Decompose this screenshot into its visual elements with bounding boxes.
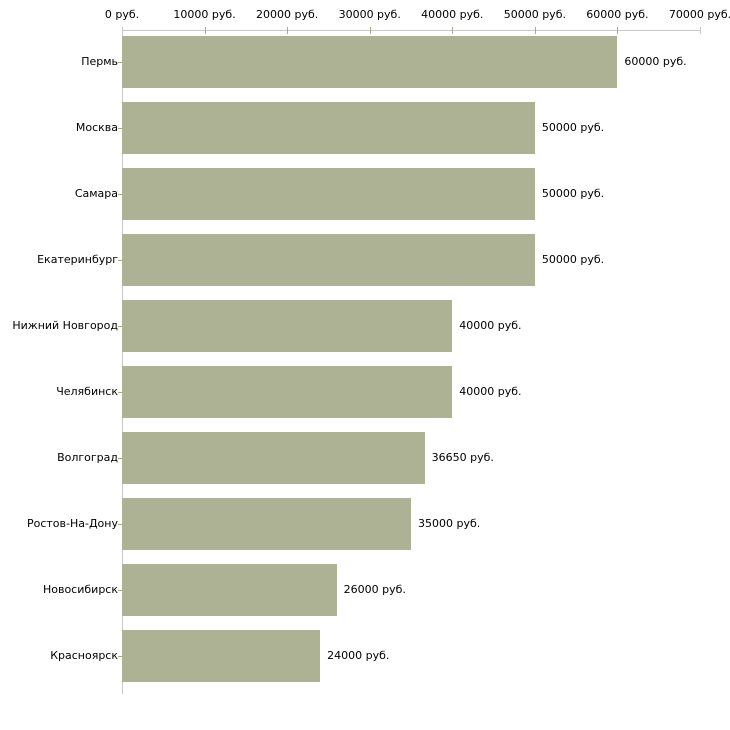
- bar[interactable]: [122, 366, 453, 418]
- bar-value-label: 40000 руб.: [459, 385, 522, 398]
- y-axis-category-label: Самара: [74, 187, 118, 200]
- bar-row[interactable]: 50000 руб.: [122, 234, 700, 286]
- y-axis-tick: [118, 590, 122, 591]
- x-axis-line: [122, 30, 700, 31]
- x-axis-tick: [700, 27, 701, 34]
- bar-value-label: 50000 руб.: [541, 187, 605, 200]
- y-axis-category-label: Москва: [75, 121, 118, 134]
- y-axis-tick: [118, 128, 122, 129]
- bar-row[interactable]: 40000 руб.: [122, 300, 700, 352]
- bar-value-label: 50000 руб.: [541, 121, 605, 134]
- x-axis-tick-label: 50000 руб.: [503, 8, 566, 21]
- bar[interactable]: [122, 564, 337, 616]
- y-axis-tick: [118, 326, 122, 327]
- x-axis-tick-label: 10000 руб.: [173, 8, 236, 21]
- bar-row[interactable]: 40000 руб.: [122, 366, 700, 418]
- x-axis-tick: [204, 27, 206, 34]
- bar[interactable]: [122, 168, 535, 220]
- x-axis-tick: [452, 27, 454, 34]
- x-axis-tick-label: 20000 руб.: [256, 8, 319, 21]
- x-axis-tick: [534, 27, 536, 34]
- y-axis-tick: [118, 260, 122, 261]
- bar[interactable]: [122, 36, 618, 88]
- x-axis-tick-label: 60000 руб.: [586, 8, 649, 21]
- y-axis-tick: [118, 194, 122, 195]
- y-axis-category-label: Нижний Новгород: [12, 319, 118, 332]
- bar[interactable]: [122, 234, 535, 286]
- x-axis-tick-label: 0 руб.: [104, 8, 140, 21]
- y-axis-category-label: Новосибирск: [42, 583, 118, 596]
- y-axis-tick: [118, 458, 122, 459]
- bar-value-label: 36650 руб.: [431, 451, 494, 464]
- y-axis-tick: [118, 656, 122, 657]
- bar-value-label: 50000 руб.: [541, 253, 605, 266]
- y-axis-category-label: Пермь: [81, 55, 118, 68]
- y-axis-category-label: Красноярск: [50, 649, 118, 662]
- y-axis-tick: [118, 524, 122, 525]
- bar[interactable]: [122, 300, 453, 352]
- bar-row[interactable]: 50000 руб.: [122, 168, 700, 220]
- y-axis-category-label: Челябинск: [56, 385, 118, 398]
- bar[interactable]: [122, 498, 411, 550]
- x-axis-tick-label: 40000 руб.: [421, 8, 484, 21]
- bar-value-label: 60000 руб.: [624, 55, 687, 68]
- bar[interactable]: [122, 432, 425, 484]
- bar-value-label: 35000 руб.: [418, 517, 481, 530]
- x-axis-tick-label: 70000 руб.: [668, 8, 730, 21]
- bar-row[interactable]: 24000 руб.: [122, 630, 700, 682]
- x-axis-tick-labels: 0 руб. 10000 руб. 20000 руб. 30000 руб. 4000…: [0, 8, 730, 24]
- x-axis-tick-label: 30000 руб.: [338, 8, 401, 21]
- bar-row[interactable]: 36650 руб.: [122, 432, 700, 484]
- bar-row[interactable]: 60000 руб.: [122, 36, 700, 88]
- bar[interactable]: [122, 630, 321, 682]
- x-axis-tick: [369, 27, 371, 34]
- bar-row[interactable]: 35000 руб.: [122, 498, 700, 550]
- bar-value-label: 24000 руб.: [327, 649, 390, 662]
- bar[interactable]: [122, 102, 535, 154]
- x-axis-tick: [287, 27, 289, 34]
- x-axis-tick: [617, 27, 619, 34]
- plot-area: 60000 руб. 50000 руб. 50000 руб. 50000 руб.…: [122, 30, 700, 694]
- bar-value-label: 40000 руб.: [459, 319, 522, 332]
- bar-row[interactable]: 26000 руб.: [122, 564, 700, 616]
- y-axis-category-label: Волгоград: [57, 451, 118, 464]
- y-axis-category-label: Екатеринбург: [37, 253, 118, 266]
- y-axis-line: [122, 30, 123, 694]
- y-axis-tick: [118, 392, 122, 393]
- bar-row[interactable]: 50000 руб.: [122, 102, 700, 154]
- y-axis-tick: [118, 62, 122, 63]
- y-axis-category-label: Ростов-На-Дону: [26, 517, 118, 530]
- bar-value-label: 26000 руб.: [343, 583, 406, 596]
